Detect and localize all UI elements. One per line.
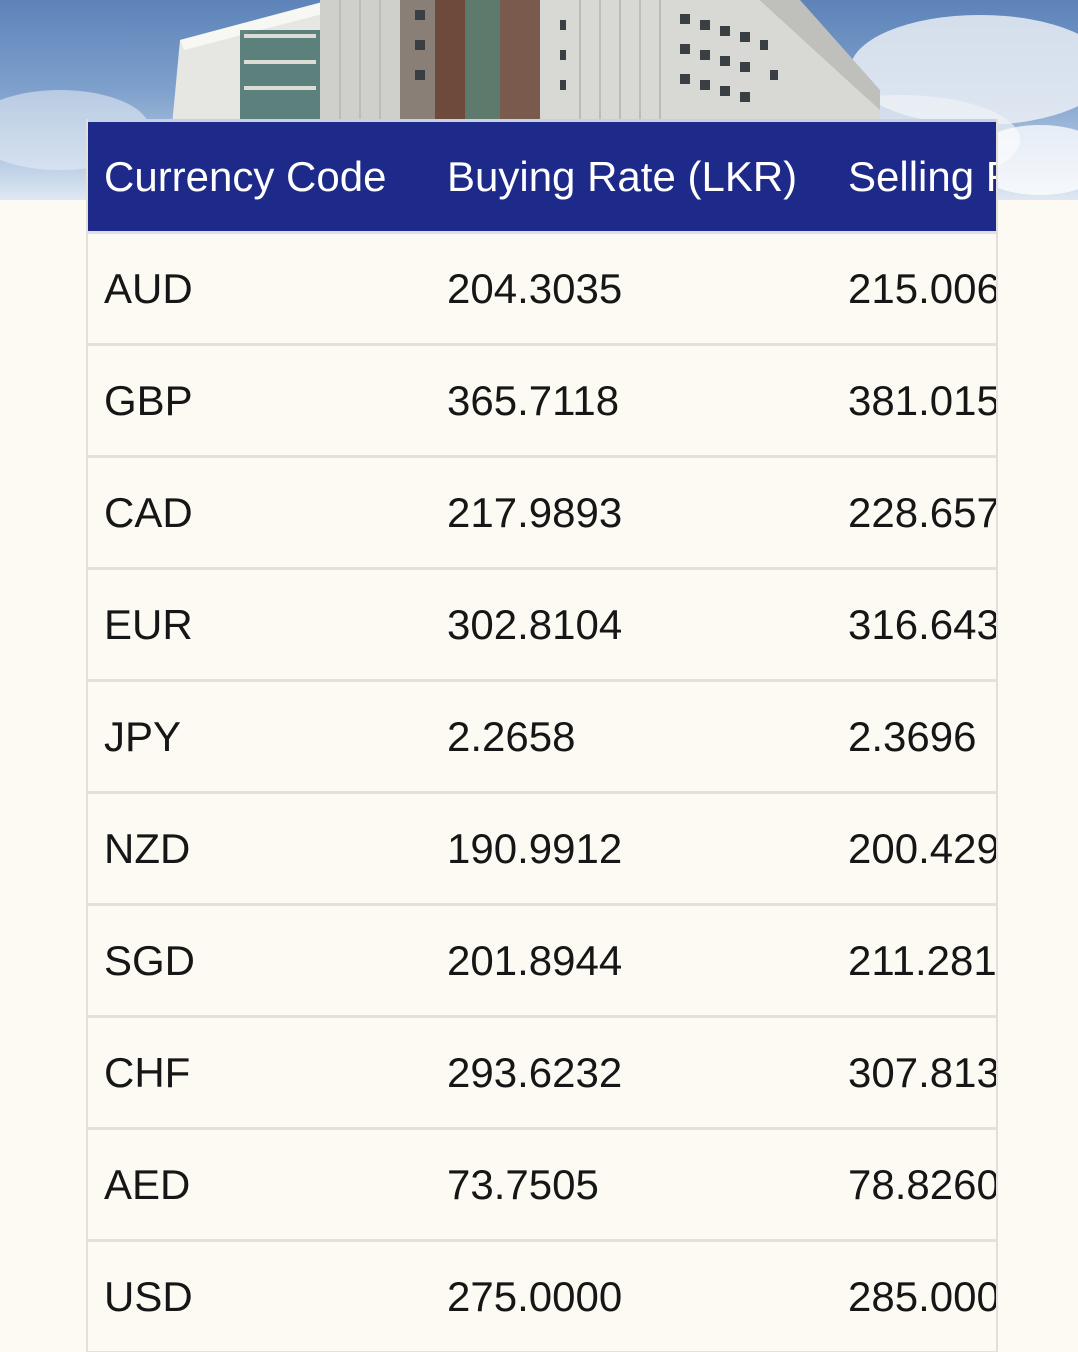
selling-rate-cell: 78.8260: [832, 1128, 996, 1242]
table-header-row: Currency Code Buying Rate (LKR) Selling …: [88, 119, 996, 234]
selling-rate-cell: 381.0159: [832, 344, 996, 458]
selling-rate-cell: 200.4299: [832, 792, 996, 906]
header-currency-code: Currency Code: [88, 119, 431, 234]
table-row: EUR 302.8104 316.6435: [88, 568, 996, 682]
buying-rate-cell: 73.7505: [431, 1128, 832, 1242]
selling-rate-cell: 215.0066: [832, 232, 996, 346]
currency-code-cell: NZD: [88, 792, 431, 906]
buying-rate-cell: 275.0000: [431, 1240, 832, 1352]
currency-code-cell: CHF: [88, 1016, 431, 1130]
selling-rate-cell: 211.2811: [832, 904, 996, 1018]
selling-rate-cell: 316.6435: [832, 568, 996, 682]
currency-code-cell: USD: [88, 1240, 431, 1352]
header-buying-rate: Buying Rate (LKR): [431, 119, 832, 234]
table-row: NZD 190.9912 200.4299: [88, 792, 996, 906]
buying-rate-cell: 365.7118: [431, 344, 832, 458]
buying-rate-cell: 201.8944: [431, 904, 832, 1018]
currency-code-cell: JPY: [88, 680, 431, 794]
table-row: JPY 2.2658 2.3696: [88, 680, 996, 794]
table-row: GBP 365.7118 381.0159: [88, 344, 996, 458]
buying-rate-cell: 302.8104: [431, 568, 832, 682]
currency-code-cell: AED: [88, 1128, 431, 1242]
currency-code-cell: EUR: [88, 568, 431, 682]
selling-rate-cell: 228.6571: [832, 456, 996, 570]
table-row: AED 73.7505 78.8260: [88, 1128, 996, 1242]
currency-code-cell: AUD: [88, 232, 431, 346]
buying-rate-cell: 190.9912: [431, 792, 832, 906]
buying-rate-cell: 204.3035: [431, 232, 832, 346]
currency-code-cell: CAD: [88, 456, 431, 570]
exchange-rates-table: Currency Code Buying Rate (LKR) Selling …: [88, 119, 996, 1352]
buying-rate-cell: 2.2658: [431, 680, 832, 794]
table-row: SGD 201.8944 211.2811: [88, 904, 996, 1018]
buying-rate-cell: 217.9893: [431, 456, 832, 570]
currency-code-cell: SGD: [88, 904, 431, 1018]
header-selling-rate: Selling Rate (LKR): [832, 119, 996, 234]
table-row: AUD 204.3035 215.0066: [88, 232, 996, 346]
selling-rate-cell: 285.0000: [832, 1240, 996, 1352]
selling-rate-cell: 307.8133: [832, 1016, 996, 1130]
table-row: CAD 217.9893 228.6571: [88, 456, 996, 570]
currency-code-cell: GBP: [88, 344, 431, 458]
table-row: USD 275.0000 285.0000: [88, 1240, 996, 1352]
buying-rate-cell: 293.6232: [431, 1016, 832, 1130]
table-row: CHF 293.6232 307.8133: [88, 1016, 996, 1130]
exchange-rates-table-container[interactable]: Currency Code Buying Rate (LKR) Selling …: [86, 119, 998, 1352]
selling-rate-cell: 2.3696: [832, 680, 996, 794]
